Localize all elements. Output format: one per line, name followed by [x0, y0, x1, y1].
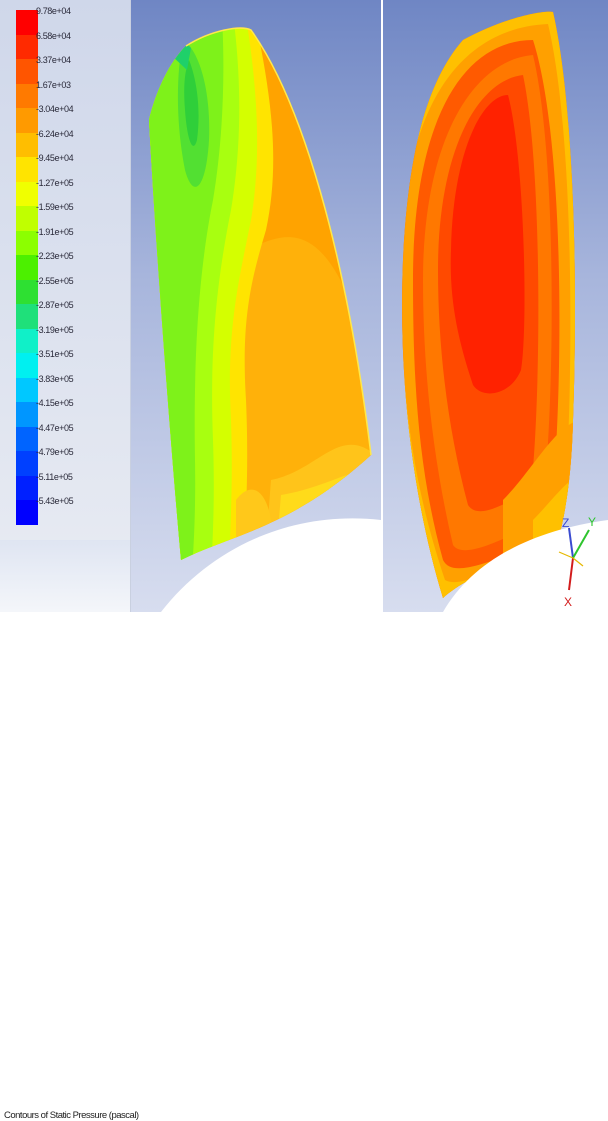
axis-triad: Z Y X [558, 515, 596, 609]
color-legend: 9.78e+04 6.58e+04 3.37e+04 1.67e+03 -3.04e+0… [16, 6, 126, 525]
legend-entry: -2.23e+05 [16, 251, 126, 280]
legend-label: -2.87e+05 [36, 300, 74, 310]
axis-y-label: Y [588, 515, 596, 529]
legend-swatch [16, 59, 38, 84]
legend-entry: 1.67e+03 [16, 80, 126, 108]
legend-entry: -2.87e+05 [16, 300, 126, 329]
view-separator [381, 0, 383, 612]
right-blade-view[interactable]: Z Y X [383, 0, 608, 612]
legend-label: -2.55e+05 [36, 275, 74, 286]
legend-entry: -1.59e+05 [16, 202, 126, 231]
legend-swatch [16, 353, 38, 378]
legend-label: -3.04e+04 [36, 104, 74, 114]
legend-panel: 9.78e+04 6.58e+04 3.37e+04 1.67e+03 -3.04e+0… [0, 0, 139, 1121]
legend-entry: -1.27e+05 [16, 178, 126, 206]
right-blade-contour: Z Y X [402, 11, 608, 612]
legend-swatch [16, 475, 38, 500]
legend-entry: -9.45e+04 [16, 153, 126, 182]
legend-entry: 6.58e+04 [16, 31, 126, 59]
legend-entry: -4.15e+05 [16, 398, 126, 427]
legend-label: -6.24e+04 [36, 128, 74, 139]
legend-label: 3.37e+04 [36, 55, 71, 65]
legend-swatch [16, 10, 38, 35]
legend-label: 6.58e+04 [36, 30, 71, 41]
legend-swatch [16, 500, 38, 525]
legend-label: -1.59e+05 [36, 202, 74, 212]
legend-swatch [16, 328, 38, 353]
legend-swatch [16, 83, 38, 108]
legend-swatch [16, 377, 38, 402]
legend-label: -3.83e+05 [36, 373, 74, 384]
legend-swatch [16, 279, 38, 304]
legend-swatch [16, 132, 38, 157]
legend-label: -2.23e+05 [36, 251, 74, 261]
legend-entry: -6.24e+04 [16, 129, 126, 157]
legend-entry: -3.51e+05 [16, 349, 126, 378]
legend-label: -3.19e+05 [36, 324, 74, 335]
legend-entry: 9.78e+04 [16, 6, 126, 35]
legend-swatch [16, 451, 38, 476]
legend-swatch [16, 108, 38, 133]
legend-entry: -2.55e+05 [16, 276, 126, 304]
legend-entry: -3.04e+04 [16, 104, 126, 133]
legend-label: -5.43e+05 [36, 496, 74, 506]
legend-label: -5.11e+05 [36, 471, 73, 482]
legend-swatch [16, 206, 38, 231]
axis-z-label: Z [562, 516, 569, 530]
legend-entry: -5.11e+05 [16, 472, 126, 500]
legend-swatch [16, 426, 38, 451]
legend-entry: 3.37e+04 [16, 55, 126, 84]
legend-label: 9.78e+04 [36, 6, 71, 16]
legend-label: -1.91e+05 [36, 226, 74, 237]
legend-label: -4.15e+05 [36, 398, 74, 408]
legend-swatch [16, 157, 38, 182]
legend-swatch [16, 181, 38, 206]
legend-label: -1.27e+05 [36, 177, 74, 188]
legend-swatch [16, 402, 38, 427]
legend-swatch [16, 230, 38, 255]
caption-area: Contours of Static Pressure (pascal) [0, 540, 139, 1121]
left-blade-view[interactable] [131, 0, 381, 612]
legend-swatch [16, 34, 38, 59]
legend-entry: -4.47e+05 [16, 423, 126, 451]
legend-label: -9.45e+04 [36, 153, 74, 163]
legend-label: -4.79e+05 [36, 447, 74, 457]
legend-entry: -3.19e+05 [16, 325, 126, 353]
left-blade-contour [149, 27, 381, 612]
legend-label: -4.47e+05 [36, 422, 74, 433]
legend-entry: -4.79e+05 [16, 447, 126, 476]
legend-label: -3.51e+05 [36, 349, 74, 359]
legend-entry: -1.91e+05 [16, 227, 126, 255]
legend-swatch [16, 255, 38, 280]
legend-entry: -5.43e+05 [16, 496, 126, 525]
legend-entry: -3.83e+05 [16, 374, 126, 402]
plot-caption: Contours of Static Pressure (pascal) [4, 1110, 139, 1121]
axis-x-label: X [564, 595, 572, 609]
legend-swatch [16, 304, 38, 329]
legend-label: 1.67e+03 [36, 79, 71, 90]
